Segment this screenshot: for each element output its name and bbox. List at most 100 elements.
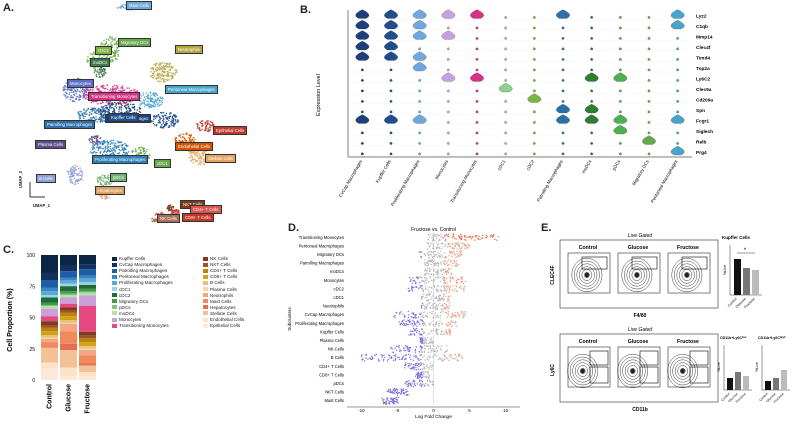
- umap-point: [70, 96, 72, 99]
- umap-point: [158, 68, 161, 70]
- bar-rect: [781, 370, 787, 390]
- beeswarm-point: [446, 345, 448, 347]
- beeswarm-point: [415, 356, 418, 358]
- beeswarm-point: [421, 376, 423, 379]
- beeswarm-point: [428, 291, 430, 293]
- beeswarm-point: [395, 345, 397, 347]
- violin-shape: [532, 36, 536, 40]
- beeswarm-point: [399, 312, 401, 314]
- violin-shape: [389, 89, 393, 93]
- umap-point: [102, 67, 105, 70]
- umap-point: [80, 89, 83, 92]
- violin-shape: [441, 72, 456, 82]
- umap-point: [102, 151, 105, 153]
- umap-point: [150, 94, 152, 97]
- umap-point: [168, 117, 171, 120]
- violin-shape: [475, 99, 479, 103]
- umap-point: [156, 66, 158, 69]
- legend-swatch: [112, 262, 117, 267]
- umap-point: [127, 105, 130, 108]
- beeswarm-point: [444, 306, 446, 309]
- beeswarm-point: [436, 234, 439, 236]
- legend-swatch: [112, 287, 117, 291]
- violin-shape: [618, 36, 622, 40]
- umap-point: [109, 143, 112, 145]
- kupffer-title: Kupffer Cells: [722, 235, 751, 240]
- beeswarm-point: [437, 277, 439, 280]
- beeswarm-point: [431, 348, 434, 350]
- beeswarm-point: [429, 324, 431, 326]
- violin-celltype-label: Kupffer Cells: [375, 158, 393, 183]
- beeswarm-point: [442, 276, 444, 278]
- umap-point: [104, 43, 106, 45]
- violin-shape: [527, 93, 542, 103]
- umap-point: [72, 182, 74, 185]
- beeswarm-point: [405, 391, 407, 393]
- umap-point: [160, 67, 162, 70]
- umap-point: [124, 7, 126, 10]
- umap-point: [178, 139, 181, 142]
- umap-point: [109, 56, 111, 58]
- beeswarm-point: [429, 362, 432, 365]
- beeswarm-point: [479, 238, 481, 240]
- beeswarm-point: [455, 279, 458, 282]
- umap-point: [128, 111, 130, 114]
- umap-point: [76, 179, 79, 182]
- umap-point: [128, 107, 131, 110]
- panel-d-letter: D.: [288, 222, 299, 234]
- violin-shape: [561, 36, 565, 40]
- umap-point: [170, 68, 172, 70]
- umap-point: [171, 210, 174, 213]
- umap-point: [209, 120, 212, 123]
- flow-gate: [689, 350, 709, 366]
- beeswarm-point: [447, 246, 449, 248]
- legend-item: moDCs: [112, 311, 134, 316]
- beeswarm-point: [414, 315, 417, 317]
- beeswarm-point: [429, 346, 431, 349]
- legend-label: cDC1: [119, 286, 131, 292]
- legend-swatch: [203, 323, 208, 328]
- beeswarm-point: [429, 311, 431, 314]
- umap-point: [86, 88, 89, 91]
- beeswarm-point: [419, 281, 421, 284]
- umap-point: [113, 147, 115, 149]
- beeswarm-point: [418, 374, 420, 376]
- beeswarm-point: [446, 300, 448, 302]
- beeswarm-point: [451, 255, 453, 257]
- beeswarm-point: [401, 357, 404, 359]
- beeswarm-point: [440, 261, 442, 264]
- beeswarm-point: [465, 246, 468, 248]
- beeswarm-point: [429, 260, 431, 263]
- umap-point: [103, 55, 105, 57]
- legend-label: Stellate Cells: [210, 310, 237, 316]
- beeswarm-point: [423, 385, 426, 388]
- stacked-segment: [41, 297, 58, 303]
- umap-point: [115, 147, 118, 150]
- beeswarm-point: [415, 354, 417, 357]
- beeswarm-point: [446, 349, 449, 351]
- beeswarm-point: [443, 272, 445, 274]
- umap-point: [110, 153, 113, 155]
- umap-point: [159, 118, 161, 121]
- umap-point: [135, 111, 138, 114]
- umap-point: [176, 71, 178, 73]
- beeswarm-point: [432, 238, 434, 240]
- violin-shape: [647, 57, 651, 61]
- beeswarm-point: [414, 324, 416, 326]
- umap-point: [100, 72, 102, 74]
- beeswarm-point: [437, 323, 440, 325]
- umap-point: [206, 122, 208, 125]
- violin-shape: [504, 141, 508, 145]
- beeswarm-point: [445, 291, 447, 293]
- beeswarm-point: [454, 246, 456, 248]
- umap-point: [195, 151, 197, 154]
- beeswarm-point: [453, 260, 455, 263]
- umap-point: [71, 91, 73, 94]
- beeswarm-point: [436, 276, 438, 278]
- beeswarm-point: [432, 282, 435, 284]
- beeswarm-point: [398, 358, 401, 361]
- umap-point: [158, 80, 160, 83]
- beeswarm-point: [416, 364, 418, 367]
- beeswarm-point: [412, 320, 414, 322]
- beeswarm-point: [445, 233, 447, 236]
